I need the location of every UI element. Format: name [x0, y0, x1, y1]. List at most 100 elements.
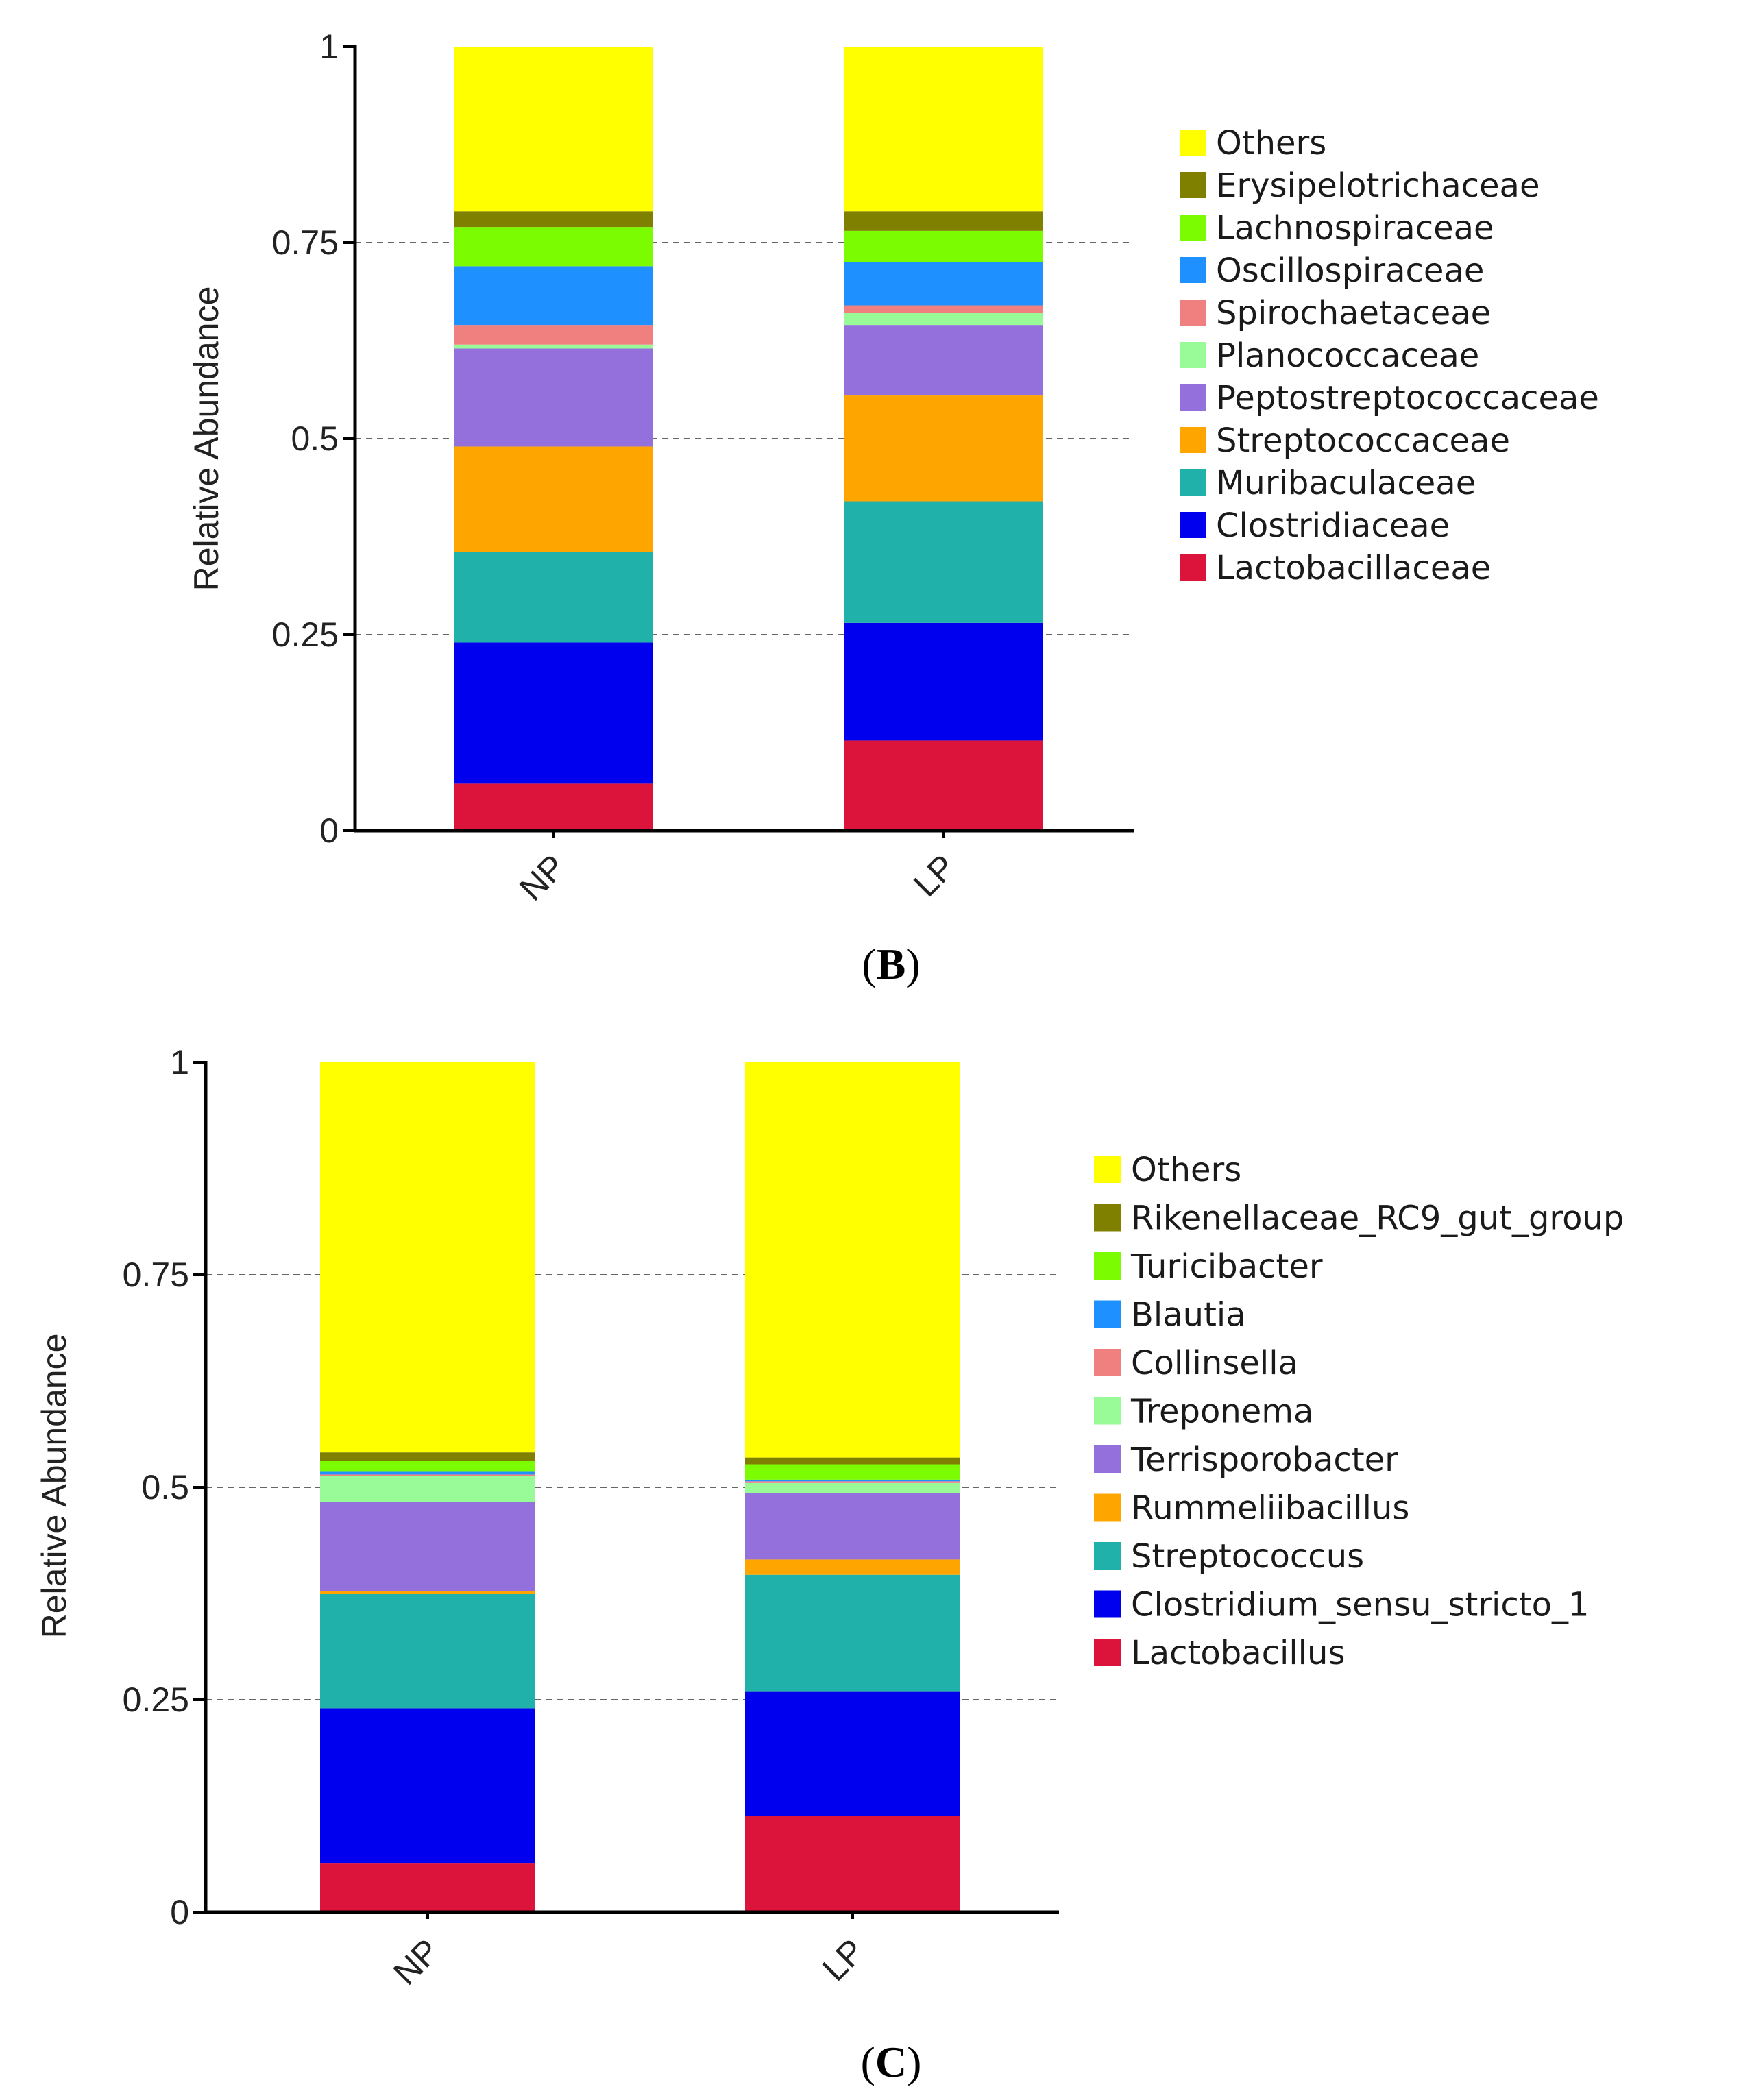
panel-c-legend-swatch-treponema: [1094, 1397, 1121, 1425]
panel-c-legend-label-clostridium-sensu-stricto-1: Clostridium_sensu_stricto_1: [1131, 1586, 1590, 1624]
panel-c-legend-swatch-rummeliibacillus: [1094, 1493, 1121, 1522]
panel-b-legend-swatch-lachnospiraceae: [1180, 215, 1206, 241]
panel-b-legend-label-streptococcaceae: Streptococcaceae: [1216, 422, 1510, 460]
panel-b-legend-swatch-erysipelotrichaceae: [1180, 172, 1206, 198]
panel-b-bar-np-others: [454, 47, 653, 212]
panel-b-legend-swatch-spirochaetaceae: [1180, 300, 1206, 326]
panel-b-legend-swatch-peptostreptococcaceae: [1180, 384, 1206, 411]
panel-c-legend-label-blautia: Blautia: [1131, 1296, 1246, 1334]
panel-b-bar-np-streptococcaceae: [454, 446, 653, 552]
panel-b-bar-np-erysipelotrichaceae: [454, 211, 653, 228]
panel-c-legend-label-rummeliibacillus: Rummeliibacillus: [1131, 1489, 1409, 1528]
panel-b-caption: (B): [862, 940, 920, 988]
panel-b-legend-swatch-streptococcaceae: [1180, 427, 1206, 453]
panel-b-bars: [454, 47, 1043, 831]
panel-b-bar-lp-peptostreptococcaceae: [844, 325, 1043, 396]
panel-b-legend: Others Erysipelotrichaceae Lachnospiraceae…: [1180, 124, 1599, 587]
panel-c-y-ticks: 0 0.25 0.5 0.75 1: [123, 1043, 206, 1931]
panel-c-caption-letter: C: [875, 2038, 907, 2086]
panel-c-y-tick-label-1: 1: [170, 1043, 189, 1082]
panel-b-bar-np-muribaculaceae: [454, 552, 653, 643]
panel-b-bar-lp-clostridiaceae: [844, 622, 1043, 741]
panel-c-bar-lp-lactobacillus: [745, 1816, 960, 1912]
panel-c-legend-swatch-lactobacillus: [1094, 1639, 1121, 1666]
panel-c-bar-np-rikenellaceae-rc9-gut-group: [320, 1452, 535, 1461]
panel-c-bar-lp-rikenellaceae-rc9-gut-group: [745, 1457, 960, 1465]
panel-c-bars: [320, 1062, 960, 1912]
panel-b-legend-swatch-lactobacillaceae: [1180, 554, 1206, 581]
panel-b-legend-label-clostridiaceae: Clostridiaceae: [1216, 506, 1450, 545]
panel-b-legend-swatch-clostridiaceae: [1180, 512, 1206, 538]
panel-b-legend-label-others: Others: [1216, 124, 1326, 162]
panel-b-bar-lp-erysipelotrichaceae: [844, 211, 1043, 231]
panel-c-bar-lp-treponema: [745, 1482, 960, 1493]
panel-c-legend: Others Rikenellaceae_RC9_gut_group Turicib…: [1094, 1151, 1624, 1672]
panel-b-chart: 00.250.50.751 NP LP Relative Abundance Ot…: [187, 27, 1599, 988]
panel-c-bar-np-blautia: [320, 1471, 535, 1475]
panel-c-bar-np-streptococcus: [320, 1594, 535, 1709]
panel-c-bar-np-treponema: [320, 1476, 535, 1502]
panel-c-legend-swatch-terrisporobacter: [1094, 1445, 1121, 1473]
panel-c-legend-swatch-streptococcus: [1094, 1542, 1121, 1570]
panel-b-bar-lp-streptococcaceae: [844, 395, 1043, 502]
panel-b-bar-lp-oscillospiraceae: [844, 262, 1043, 306]
panel-b-y-tick-label-0-5: 0.5: [291, 419, 339, 458]
panel-b-bar-np-lactobacillaceae: [454, 783, 653, 831]
panel-c-bar-lp-others: [745, 1062, 960, 1458]
panel-c-bar-np-others: [320, 1062, 535, 1453]
panel-b-bar-np-planococcaceae: [454, 344, 653, 349]
panel-c-bar-np-lactobacillus: [320, 1863, 535, 1912]
panel-b-y-tick-label-0-75: 0.75: [272, 223, 339, 262]
panel-c-legend-swatch-others: [1094, 1156, 1121, 1183]
panel-c-bar-lp-blautia: [745, 1479, 960, 1482]
panel-c-legend-swatch-clostridium-sensu-stricto-1: [1094, 1590, 1121, 1618]
panel-b-y-axis-title: Relative Abundance: [187, 286, 226, 591]
panel-b-legend-label-lactobacillaceae: Lactobacillaceae: [1216, 549, 1491, 587]
panel-c-legend-label-collinsella: Collinsella: [1131, 1344, 1298, 1382]
panel-b-legend-swatch-muribaculaceae: [1180, 469, 1206, 496]
panel-b-legend-swatch-others: [1180, 130, 1206, 156]
panel-b-y-tick-label-0-25: 0.25: [272, 615, 339, 654]
panel-c-legend-label-turicibacter: Turicibacter: [1130, 1247, 1323, 1286]
panel-b-bar-np-spirochaetaceae: [454, 325, 653, 345]
panel-c-chart: 00.250.50.751 NP LP Relative Abundance Ot…: [35, 1043, 1624, 2086]
panel-b-bar-np-oscillospiraceae: [454, 266, 653, 326]
panel-c-legend-swatch-collinsella: [1094, 1349, 1121, 1376]
panel-b-bar-lp-spirochaetaceae: [844, 305, 1043, 313]
panel-c-legend-label-others: Others: [1131, 1151, 1241, 1189]
panel-c-legend-label-treponema: Treponema: [1130, 1393, 1313, 1431]
panel-b-bar-np-lachnospiraceae: [454, 227, 653, 267]
panel-c-bar-lp-collinsella: [745, 1481, 960, 1483]
panel-c-bar-np-turicibacter: [320, 1461, 535, 1472]
panel-b-legend-label-spirochaetaceae: Spirochaetaceae: [1216, 294, 1491, 332]
panel-b-legend-label-peptostreptococcaceae: Peptostreptococcaceae: [1216, 379, 1599, 417]
panel-c-bar-np-rummeliibacillus: [320, 1591, 535, 1594]
panel-b-bar-lp-lactobacillaceae: [844, 740, 1043, 831]
panel-b-bar-lp-others: [844, 47, 1043, 212]
panel-b-legend-label-muribaculaceae: Muribaculaceae: [1216, 464, 1476, 502]
panel-c-caption: (C): [861, 2038, 922, 2086]
panel-b-legend-label-erysipelotrichaceae: Erysipelotrichaceae: [1216, 167, 1540, 205]
panel-c-legend-label-terrisporobacter: Terrisporobacter: [1130, 1441, 1398, 1479]
panel-b-y-tick-label-0: 0: [319, 811, 339, 850]
panel-c-bar-lp-clostridium-sensu-stricto-1: [745, 1691, 960, 1816]
panel-c-legend-swatch-turicibacter: [1094, 1252, 1121, 1280]
panel-b-bar-lp-planococcaceae: [844, 313, 1043, 326]
panel-c-y-tick-label-0-25: 0.25: [123, 1681, 189, 1719]
panel-b-legend-swatch-oscillospiraceae: [1180, 257, 1206, 283]
panel-c-bar-lp-turicibacter: [745, 1464, 960, 1480]
panel-b-legend-swatch-planococcaceae: [1180, 342, 1206, 368]
panel-b-legend-label-planococcaceae: Planococcaceae: [1216, 337, 1479, 375]
panel-c-legend-swatch-blautia: [1094, 1300, 1121, 1328]
panel-c-y-tick-label-0-75: 0.75: [123, 1256, 189, 1294]
panel-c-bar-np-collinsella: [320, 1474, 535, 1476]
panel-c-bar-lp-terrisporobacter: [745, 1493, 960, 1560]
panel-c-bar-np-terrisporobacter: [320, 1502, 535, 1591]
panel-b-bar-np-peptostreptococcaceae: [454, 348, 653, 447]
panel-b-bar-np-clostridiaceae: [454, 642, 653, 784]
panel-c-y-tick-label-0: 0: [170, 1893, 189, 1931]
panel-b-legend-label-oscillospiraceae: Oscillospiraceae: [1216, 252, 1484, 290]
panel-b-bar-lp-muribaculaceae: [844, 501, 1043, 623]
panel-c-bar-lp-rummeliibacillus: [745, 1559, 960, 1575]
